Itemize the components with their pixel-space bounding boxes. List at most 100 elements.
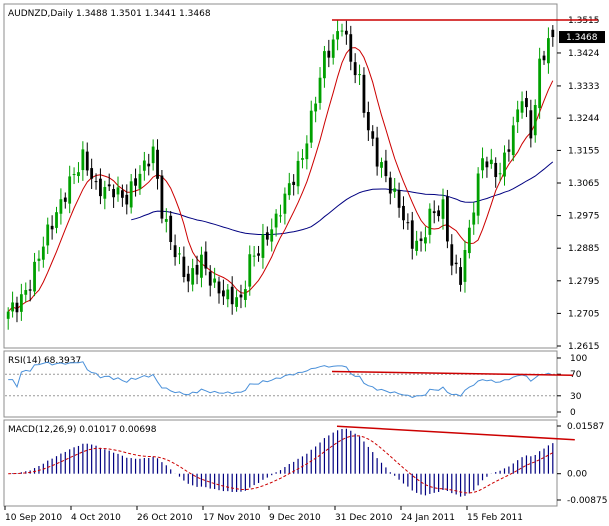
candle-body bbox=[393, 188, 397, 192]
candle-body bbox=[50, 225, 54, 230]
macd-axis: 0.01587 0.00 -0.00875 bbox=[557, 422, 607, 506]
candle-body bbox=[125, 194, 129, 205]
price-tick-label: 1.2615 bbox=[568, 342, 600, 352]
candle-body bbox=[292, 181, 296, 186]
date-tick-label: 17 Nov 2010 bbox=[203, 513, 261, 523]
candle-body bbox=[489, 159, 493, 165]
rsi-axis: 100 70 30 0 bbox=[5, 354, 587, 418]
candle-body bbox=[151, 146, 155, 164]
candle-body bbox=[160, 175, 164, 219]
candle-body bbox=[28, 289, 32, 291]
candle-body bbox=[388, 177, 392, 194]
candle-body bbox=[331, 39, 335, 58]
candle-body bbox=[99, 178, 102, 197]
macd-tick-label: 0.00 bbox=[567, 470, 587, 480]
candle-body bbox=[344, 30, 348, 35]
candle-body bbox=[533, 105, 537, 136]
candle-body bbox=[525, 98, 528, 108]
rsi-tick-label: 0 bbox=[570, 408, 576, 418]
slow-moving-average bbox=[131, 161, 554, 235]
candle-body bbox=[476, 173, 480, 216]
candle-body bbox=[186, 273, 190, 282]
candle-body bbox=[362, 74, 366, 113]
candle-body bbox=[24, 290, 28, 295]
candle-body bbox=[94, 181, 98, 183]
candle-body bbox=[55, 212, 58, 228]
candle-body bbox=[402, 205, 405, 221]
candle-body bbox=[309, 110, 313, 143]
slow-ma-line bbox=[131, 161, 554, 235]
candle-body bbox=[397, 190, 401, 208]
last-price-box bbox=[559, 31, 605, 44]
candle-body bbox=[467, 227, 471, 254]
candle-body bbox=[371, 131, 375, 139]
date-tick-label: 10 Sep 2010 bbox=[5, 513, 62, 523]
candle-body bbox=[195, 264, 199, 275]
candle-body bbox=[529, 110, 533, 139]
candle-body bbox=[222, 290, 225, 297]
candle-body bbox=[81, 149, 85, 171]
candle-body bbox=[380, 162, 383, 168]
candle-body bbox=[279, 215, 282, 217]
price-tick-label: 1.2705 bbox=[568, 309, 600, 319]
macd-series bbox=[8, 425, 575, 497]
candle-body bbox=[410, 220, 414, 249]
candle-body bbox=[120, 190, 124, 198]
candle-body bbox=[147, 163, 151, 167]
candle-body bbox=[547, 38, 550, 64]
rsi-tick-label: 100 bbox=[570, 354, 587, 364]
candle-body bbox=[33, 261, 36, 292]
date-tick-label: 4 Oct 2010 bbox=[71, 513, 121, 523]
candle-body bbox=[353, 62, 357, 76]
candle-body bbox=[103, 187, 107, 199]
candle-body bbox=[454, 262, 458, 265]
price-annotations: 1.3468 bbox=[331, 19, 605, 44]
candle-body bbox=[173, 245, 177, 258]
date-tick-label: 26 Oct 2010 bbox=[137, 513, 193, 523]
candle-body bbox=[19, 294, 23, 312]
date-tick-label: 24 Jan 2011 bbox=[401, 513, 455, 523]
price-tick-label: 1.2795 bbox=[568, 277, 600, 287]
candle-body bbox=[318, 77, 322, 103]
candle-body bbox=[520, 101, 524, 113]
date-tick-label: 31 Dec 2010 bbox=[335, 513, 393, 523]
candle-body bbox=[261, 234, 265, 258]
candle-body bbox=[68, 176, 72, 204]
price-tick-label: 1.2975 bbox=[568, 212, 600, 222]
candle-body bbox=[182, 256, 186, 277]
candle-body bbox=[164, 219, 168, 222]
candle-body bbox=[305, 143, 309, 160]
macd-signal-line bbox=[8, 435, 554, 494]
candle-body bbox=[424, 237, 427, 244]
candle-body bbox=[200, 254, 203, 278]
candle-body bbox=[472, 212, 476, 225]
candle-body bbox=[41, 246, 45, 260]
price-tick-label: 1.3244 bbox=[568, 114, 600, 124]
candle-body bbox=[384, 160, 388, 177]
macd-panel-title: MACD(12,26,9) 0.01017 0.00698 bbox=[8, 425, 157, 435]
rsi-tick-label: 30 bbox=[570, 392, 582, 402]
candle-body bbox=[516, 109, 520, 123]
candle-body bbox=[459, 267, 462, 285]
candle-body bbox=[257, 253, 260, 256]
candle-body bbox=[336, 31, 339, 40]
candle-body bbox=[243, 289, 247, 300]
candle-body bbox=[204, 251, 208, 269]
rsi-line bbox=[8, 361, 553, 398]
candle-body bbox=[77, 172, 80, 177]
candle-body bbox=[301, 158, 304, 160]
candle-body bbox=[191, 268, 195, 285]
price-tick-label: 1.3333 bbox=[568, 82, 600, 92]
candle-body bbox=[46, 224, 50, 246]
candle-body bbox=[252, 255, 256, 257]
price-tick-label: 1.2885 bbox=[568, 244, 600, 254]
candle-body bbox=[85, 151, 89, 171]
candle-body bbox=[415, 240, 419, 251]
date-axis: 10 Sep 2010 4 Oct 2010 26 Oct 2010 17 Nov 2… bbox=[4, 506, 523, 523]
candle-body bbox=[248, 254, 252, 287]
candle-body bbox=[129, 181, 133, 208]
candle-body bbox=[498, 173, 502, 175]
price-tick-label: 1.3424 bbox=[568, 49, 600, 59]
rsi-panel-frame bbox=[3, 350, 558, 418]
